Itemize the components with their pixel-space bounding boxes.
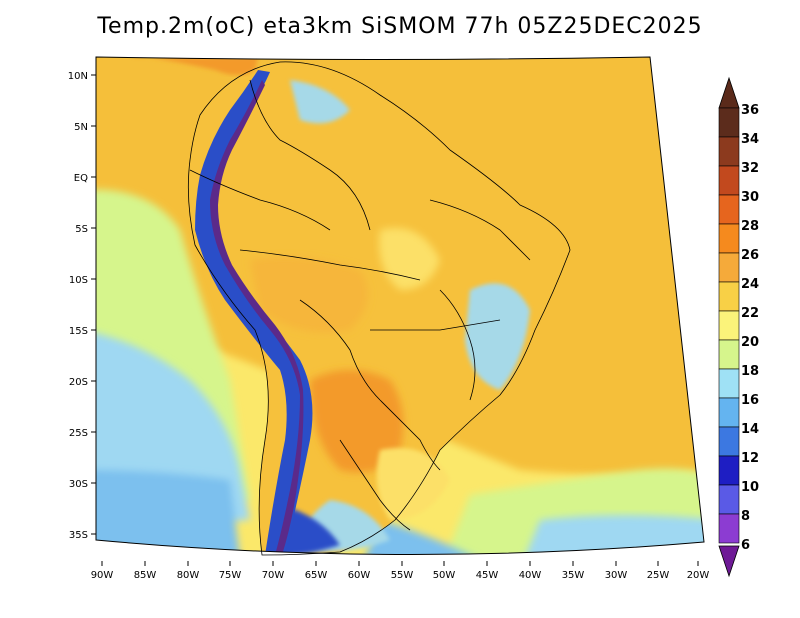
longitude-axis: 90W 85W 80W 75W 70W 65W 60W 55W 50W 45W … <box>91 561 710 581</box>
temperature-field <box>96 57 704 555</box>
colorbar-cell <box>718 426 740 457</box>
central-america-region <box>135 57 258 75</box>
colorbar-label: 34 <box>741 132 759 147</box>
lon-label: 35W <box>562 570 585 581</box>
pacific-colder-region <box>96 470 240 555</box>
border-states-central <box>439 289 476 401</box>
colorbar-cell <box>718 165 740 196</box>
lat-label: 5S <box>75 224 88 235</box>
lat-label: 10S <box>69 275 88 286</box>
colorbar-bottom-arrow <box>718 545 740 578</box>
brazilian-highlands-region <box>465 283 530 390</box>
colorbar-cell <box>718 310 740 341</box>
colorbar-label: 30 <box>741 190 759 205</box>
latitude-axis: 10N 5N EQ 5S 10S 15S 20S 25S 30S 35S <box>68 71 96 541</box>
colorbar-cell <box>718 455 740 486</box>
border-paraguay <box>379 399 441 471</box>
lon-label: 25W <box>647 570 670 581</box>
colorbar-label: 32 <box>741 161 759 176</box>
colorbar-top-arrow <box>718 76 740 109</box>
country-borders <box>187 61 571 556</box>
colorbar-label: 26 <box>741 248 759 263</box>
lon-label: 90W <box>91 570 114 581</box>
colorbar-cell <box>718 194 740 225</box>
lon-label: 70W <box>262 570 285 581</box>
atlantic-cold-region <box>520 515 704 555</box>
south-atlantic-cold-region <box>360 520 480 555</box>
border-colombia-peru <box>189 169 331 231</box>
colorbar-label: 24 <box>741 277 759 292</box>
continent-landmass <box>188 61 570 555</box>
lat-label: 25S <box>69 428 88 439</box>
colorbar-label: 10 <box>741 480 759 495</box>
lat-label: 10N <box>68 71 88 82</box>
colorbar-cell <box>718 136 740 167</box>
lon-label: 40W <box>519 570 542 581</box>
lon-label: 60W <box>348 570 371 581</box>
lat-label: EQ <box>74 173 88 184</box>
colorbar-label: 6 <box>741 538 750 553</box>
lat-label: 30S <box>69 479 88 490</box>
lon-label: 50W <box>433 570 456 581</box>
colorbar-cell <box>718 397 740 428</box>
lon-label: 65W <box>305 570 328 581</box>
lat-label: 20S <box>69 377 88 388</box>
border-states-north <box>429 199 531 261</box>
colorbar-label: 18 <box>741 364 759 379</box>
border-venezuela-brazil <box>249 79 371 231</box>
lat-label: 35S <box>69 530 88 541</box>
lon-label: 85W <box>134 570 157 581</box>
border-argentina-uruguay <box>339 439 411 531</box>
hot-interior-region <box>310 370 404 473</box>
colorbar-cell <box>718 107 740 138</box>
colorbar-cell <box>718 223 740 254</box>
lon-label: 30W <box>605 570 628 581</box>
colorbar-label: 14 <box>741 422 759 437</box>
warm-amazon-region <box>250 256 368 333</box>
colorbar-label: 8 <box>741 509 750 524</box>
colorbar-label: 28 <box>741 219 759 234</box>
colorbar-cell <box>718 252 740 283</box>
border-bolivia <box>299 299 381 401</box>
lon-label: 55W <box>391 570 414 581</box>
andes-cold-ridge <box>195 70 313 555</box>
guiana-highlands-region <box>290 80 350 124</box>
colorbar-cell <box>718 368 740 399</box>
colorbar-cell <box>718 513 740 544</box>
lon-label: 20W <box>687 570 710 581</box>
colorbar-label: 20 <box>741 335 759 350</box>
lat-label: 5N <box>74 122 88 133</box>
colorbar-cell <box>718 484 740 515</box>
colorbar: 36 34 32 30 28 26 24 22 20 18 16 14 12 1… <box>718 76 759 578</box>
colorbar-label: 22 <box>741 306 759 321</box>
map-frame <box>95 56 705 556</box>
colorbar-cell <box>718 339 740 370</box>
continent-coastline <box>187 61 571 556</box>
map-title: Temp.2m(oC) eta3km SiSMOM 77h 05Z25DEC20… <box>97 14 703 39</box>
colorbar-label: 12 <box>741 451 759 466</box>
lon-label: 80W <box>177 570 200 581</box>
border-peru-brazil <box>239 249 421 281</box>
border-states-mid <box>370 319 501 331</box>
colorbar-cell <box>718 281 740 312</box>
colorbar-label: 36 <box>741 103 759 118</box>
lon-label: 75W <box>219 570 242 581</box>
lon-label: 45W <box>476 570 499 581</box>
colorbar-label: 16 <box>741 393 759 408</box>
lat-label: 15S <box>69 326 88 337</box>
